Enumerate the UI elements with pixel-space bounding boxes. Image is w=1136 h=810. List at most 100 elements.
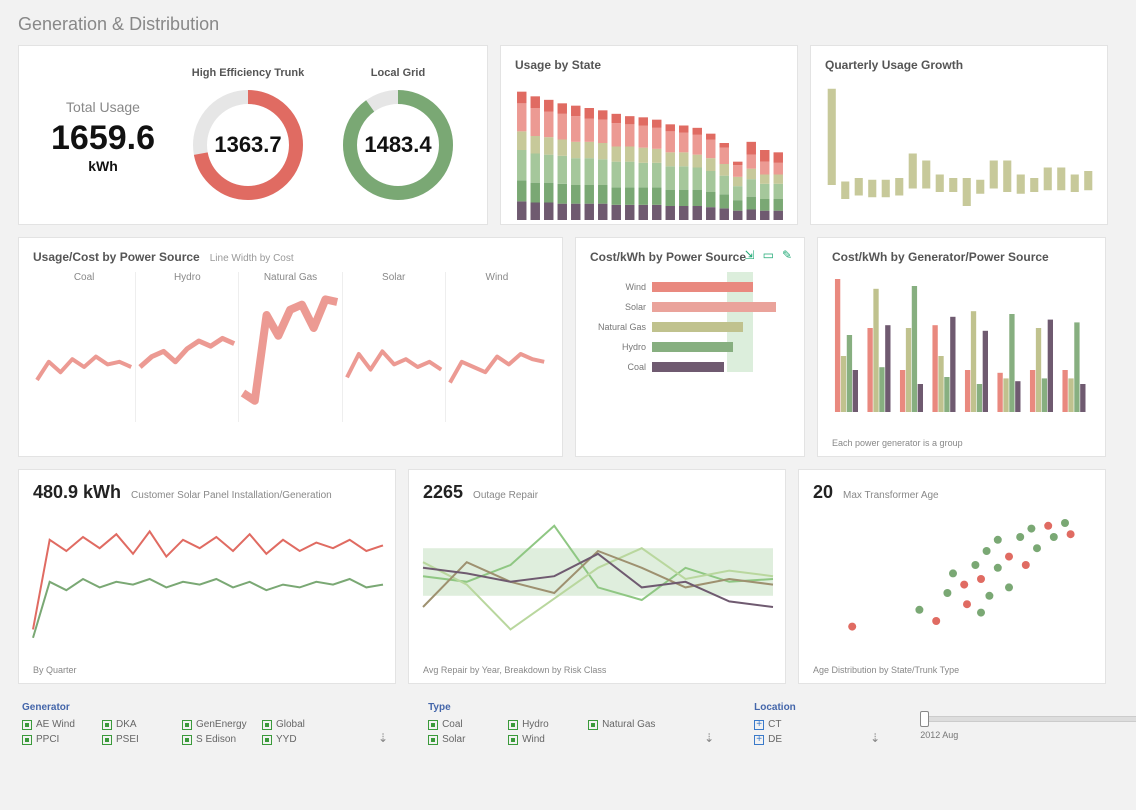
checkbox-icon[interactable] (182, 735, 192, 745)
scatter-kpi-value: 20 (813, 482, 833, 503)
filter-item-label: Wind (522, 734, 545, 745)
edit-icon[interactable]: ✎ (782, 248, 792, 262)
total-usage-label: Total Usage (33, 99, 173, 115)
checkbox-icon[interactable] (508, 720, 518, 730)
hbar-label: Wind (590, 282, 646, 292)
slider-from-label: 2012 Aug (920, 730, 958, 740)
filter-item-label: Global (276, 719, 305, 730)
hbar-row[interactable]: Natural Gas (590, 322, 790, 332)
filter-item[interactable]: GenEnergy (182, 719, 254, 730)
filter-item[interactable]: Wind (508, 734, 580, 745)
filter-item-label: S Edison (196, 734, 236, 745)
filter-item-label: Coal (442, 719, 463, 730)
window-icon[interactable]: ▭ (763, 248, 774, 262)
filter-item-label: DKA (116, 719, 137, 730)
panel-usage-cost[interactable]: Usage/Cost by Power SourceLine Width by … (18, 237, 563, 457)
panel-outage[interactable]: 2265 Outage Repair Avg Repair by Year, B… (408, 469, 786, 684)
panel-cost-kwh[interactable]: Cost/kWh by Power Source ⇲ ▭ ✎ WindSolar… (575, 237, 805, 457)
checkbox-icon[interactable] (182, 720, 192, 730)
outage-kpi-label: Outage Repair (473, 490, 538, 501)
checkbox-icon[interactable] (102, 735, 112, 745)
filter-item[interactable]: Hydro (508, 719, 580, 730)
filter-item-label: AE Wind (36, 719, 75, 730)
filter-type-title: Type (428, 702, 660, 713)
panel-cost-generator[interactable]: Cost/kWh by Generator/Power Source Each … (817, 237, 1106, 457)
hbar-label: Solar (590, 302, 646, 312)
filter-type: Type Coal Hydro Natural Gas Solar Wind (428, 702, 660, 745)
filter-item-label: GenEnergy (196, 719, 247, 730)
small-chart-title: Solar (347, 272, 441, 283)
plus-icon[interactable] (754, 720, 764, 730)
cost-generator-footnote: Each power generator is a group (832, 438, 963, 448)
plus-icon[interactable] (754, 735, 764, 745)
filter-item[interactable]: DKA (102, 719, 174, 730)
gauge-trunk-title: High Efficiency Trunk (173, 67, 323, 79)
gauge-grid[interactable]: Local Grid 1483.4 (323, 67, 473, 205)
svg-text:1483.4: 1483.4 (364, 132, 432, 157)
panel-solar[interactable]: 480.9 kWh Customer Solar Panel Installat… (18, 469, 396, 684)
filter-location: Location CT DE (754, 702, 826, 745)
filter-item[interactable]: CT (754, 719, 826, 730)
hbar-row[interactable]: Coal (590, 362, 790, 372)
filter-item[interactable]: Solar (428, 734, 500, 745)
checkbox-icon[interactable] (102, 720, 112, 730)
filter-item[interactable]: S Edison (182, 734, 254, 745)
filter-item-label: PPCI (36, 734, 59, 745)
filter-item[interactable]: PPCI (22, 734, 94, 745)
svg-text:1363.7: 1363.7 (214, 132, 281, 157)
panel-quarterly-growth[interactable]: Quarterly Usage Growth (810, 45, 1108, 225)
filter-item[interactable]: DE (754, 734, 826, 745)
panel-usage-by-state[interactable]: Usage by State (500, 45, 798, 225)
expand-icon[interactable]: ⇣ (870, 731, 880, 745)
small-chart-title: Hydro (140, 272, 234, 283)
hbar-row[interactable]: Hydro (590, 342, 790, 352)
hbar-label: Hydro (590, 342, 646, 352)
expand-icon[interactable]: ⇣ (378, 731, 388, 745)
filter-item-label: Solar (442, 734, 465, 745)
small-chart-title: Wind (450, 272, 544, 283)
scatter-kpi-label: Max Transformer Age (843, 490, 939, 501)
solar-kpi-value: 480.9 kWh (33, 482, 121, 503)
usage-by-state-title: Usage by State (515, 58, 783, 72)
filter-item[interactable]: Natural Gas (588, 719, 660, 730)
checkbox-icon[interactable] (262, 720, 272, 730)
filter-bar: Generator AE Wind DKA GenEnergy Global PPCI P… (18, 696, 1118, 745)
filter-generator-title: Generator (22, 702, 334, 713)
filter-item-label: CT (768, 719, 781, 730)
checkbox-icon[interactable] (262, 735, 272, 745)
filter-item-label: Natural Gas (602, 719, 655, 730)
solar-kpi-label: Customer Solar Panel Installation/Genera… (131, 490, 332, 501)
filter-item[interactable]: PSEI (102, 734, 174, 745)
total-usage-value: 1659.6 (33, 119, 173, 158)
filter-location-title: Location (754, 702, 826, 713)
checkbox-icon[interactable] (428, 720, 438, 730)
total-usage-unit: kWh (33, 158, 173, 174)
export-icon[interactable]: ⇲ (745, 248, 755, 262)
filter-item-label: YYD (276, 734, 297, 745)
scatter-footnote: Age Distribution by State/Trunk Type (813, 665, 959, 675)
filter-item[interactable]: Coal (428, 719, 500, 730)
checkbox-icon[interactable] (22, 735, 32, 745)
filter-item-label: PSEI (116, 734, 139, 745)
small-chart-title: Natural Gas (243, 272, 337, 283)
page-title: Generation & Distribution (18, 14, 1118, 35)
filter-item[interactable]: AE Wind (22, 719, 94, 730)
solar-footnote: By Quarter (33, 665, 77, 675)
filter-item[interactable]: YYD (262, 734, 334, 745)
gauge-trunk[interactable]: High Efficiency Trunk 1363.7 (173, 67, 323, 205)
outage-kpi-value: 2265 (423, 482, 463, 503)
checkbox-icon[interactable] (428, 735, 438, 745)
filter-item-label: Hydro (522, 719, 549, 730)
checkbox-icon[interactable] (588, 720, 598, 730)
hbar-row[interactable]: Solar (590, 302, 790, 312)
checkbox-icon[interactable] (22, 720, 32, 730)
panel-total-usage: Total Usage 1659.6 kWh High Efficiency T… (18, 45, 488, 225)
time-slider[interactable]: 2012 Aug 2017 Aug (920, 702, 1136, 745)
hbar-row[interactable]: Wind (590, 282, 790, 292)
expand-icon[interactable]: ⇣ (704, 731, 714, 745)
panel-scatter[interactable]: 20 Max Transformer Age Age Distribution … (798, 469, 1106, 684)
filter-item[interactable]: Global (262, 719, 334, 730)
filter-generator: Generator AE Wind DKA GenEnergy Global PPCI P… (22, 702, 334, 745)
checkbox-icon[interactable] (508, 735, 518, 745)
gauge-grid-title: Local Grid (323, 67, 473, 79)
